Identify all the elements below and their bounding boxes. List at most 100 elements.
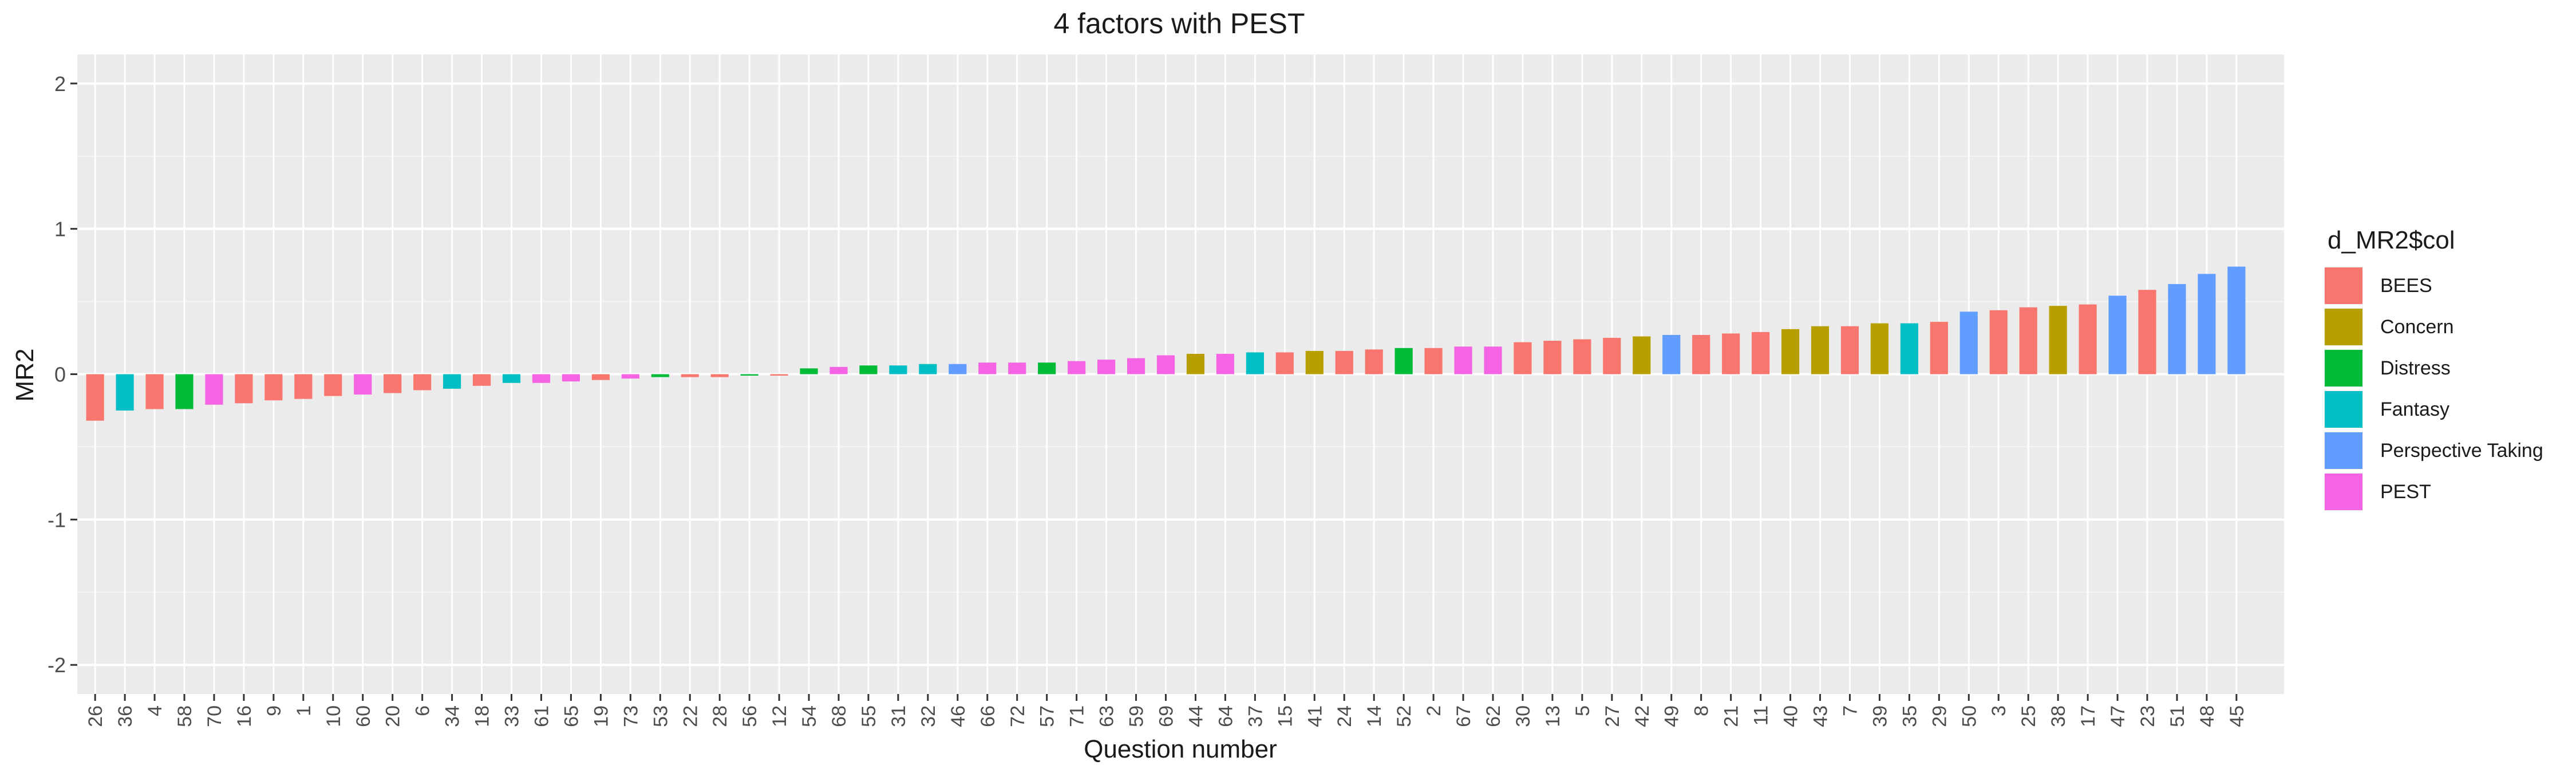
bar <box>1959 311 1978 374</box>
x-tick-label: 73 <box>620 705 642 727</box>
bar <box>2019 307 2037 374</box>
x-tick-label: 72 <box>1007 705 1029 727</box>
legend-label: BEES <box>2380 274 2432 297</box>
bar <box>591 374 610 380</box>
bar <box>1156 355 1175 374</box>
x-tick-label: 14 <box>1364 705 1385 727</box>
bar <box>1097 360 1116 374</box>
bar <box>621 374 639 379</box>
bar <box>1811 326 1830 374</box>
x-tick-label: 12 <box>769 705 791 727</box>
bar <box>2108 295 2127 374</box>
legend-item: PEST <box>2324 471 2543 512</box>
bar <box>1514 342 1532 374</box>
bar <box>205 374 223 405</box>
x-tick-label: 36 <box>114 705 136 727</box>
legend-key <box>2324 473 2363 511</box>
bar <box>472 374 491 386</box>
bar <box>1692 334 1710 374</box>
bar <box>1186 353 1205 374</box>
bar <box>145 374 164 409</box>
x-tick-label: 45 <box>2226 705 2248 727</box>
x-tick-label: 52 <box>1393 705 1415 727</box>
bar <box>1216 353 1235 374</box>
bar <box>1543 341 1562 374</box>
x-tick-label: 61 <box>531 705 552 727</box>
bar <box>384 374 402 393</box>
legend-label: Perspective Taking <box>2380 439 2543 462</box>
x-tick-label: 40 <box>1780 705 1802 727</box>
x-tick-label: 68 <box>828 705 850 727</box>
bar <box>1275 352 1294 374</box>
x-axis: 26 36 4 58 70 16 9 1 10 60 20 6 34 18 33 61 65 19 73 53 22 28… <box>85 694 2248 727</box>
x-tick-label: 31 <box>888 705 910 727</box>
x-tick-label: 66 <box>977 705 999 727</box>
bar <box>1394 348 1413 374</box>
bar <box>681 374 699 377</box>
x-tick-label: 19 <box>590 705 612 727</box>
x-tick-label: 6 <box>412 705 434 716</box>
legend-label: Distress <box>2380 357 2451 379</box>
x-tick-label: 58 <box>174 705 196 727</box>
bar <box>1246 352 1264 374</box>
x-tick-label: 32 <box>918 705 939 727</box>
bar <box>532 374 551 383</box>
legend-item: Concern <box>2324 306 2543 348</box>
legend-key <box>2324 267 2363 305</box>
bar <box>800 368 818 374</box>
bar <box>413 374 432 391</box>
x-tick-label: 5 <box>1572 705 1594 716</box>
bar <box>710 374 729 377</box>
x-tick-label: 35 <box>1899 705 1921 727</box>
bars <box>86 266 2246 421</box>
x-tick-label: 23 <box>2137 705 2159 727</box>
bar <box>1424 348 1443 374</box>
x-tick-label: 28 <box>709 705 731 727</box>
x-tick-label: 67 <box>1453 705 1475 727</box>
legend: d_MR2$col BEES Concern Distress Fantasy Pers… <box>2324 226 2543 512</box>
x-tick-label: 25 <box>2018 705 2040 727</box>
x-tick-label: 71 <box>1066 705 1088 727</box>
x-tick-label: 53 <box>650 705 671 727</box>
bar <box>1305 350 1323 374</box>
bar <box>1127 358 1145 374</box>
y-axis-label: MR2 <box>11 349 39 402</box>
x-tick-label: 48 <box>2196 705 2218 727</box>
bar <box>502 374 521 383</box>
bar <box>949 364 967 374</box>
bar <box>2079 304 2097 374</box>
x-tick-label: 37 <box>1244 705 1266 727</box>
x-tick-label: 38 <box>2048 705 2069 727</box>
y-tick-label: -2 <box>48 653 66 677</box>
bar <box>324 374 342 396</box>
bar <box>1930 322 1948 374</box>
bar <box>86 374 104 421</box>
bar <box>2168 284 2186 374</box>
bar <box>1722 333 1740 374</box>
x-tick-label: 8 <box>1691 705 1713 716</box>
x-tick-label: 24 <box>1334 705 1356 727</box>
x-tick-label: 17 <box>2077 705 2099 727</box>
legend-swatch <box>2325 432 2362 469</box>
bar <box>175 374 193 409</box>
legend-label: Concern <box>2380 315 2454 338</box>
y-tick-label: 2 <box>54 72 66 96</box>
bar <box>1365 349 1383 374</box>
bar <box>1008 362 1026 374</box>
x-tick-label: 69 <box>1156 705 1178 727</box>
bar <box>1662 334 1681 374</box>
bar <box>1335 350 1353 374</box>
bar <box>2198 274 2216 374</box>
x-tick-label: 30 <box>1512 705 1534 727</box>
x-tick-label: 70 <box>204 705 226 727</box>
x-tick-label: 49 <box>1661 705 1683 727</box>
bar <box>859 365 878 374</box>
bar <box>919 364 937 374</box>
bar <box>443 374 461 389</box>
bar <box>1573 339 1591 374</box>
x-tick-label: 46 <box>947 705 969 727</box>
x-tick-label: 22 <box>679 705 701 727</box>
y-tick-label: -1 <box>48 508 66 531</box>
bar <box>1633 336 1651 374</box>
x-tick-label: 34 <box>442 705 464 727</box>
